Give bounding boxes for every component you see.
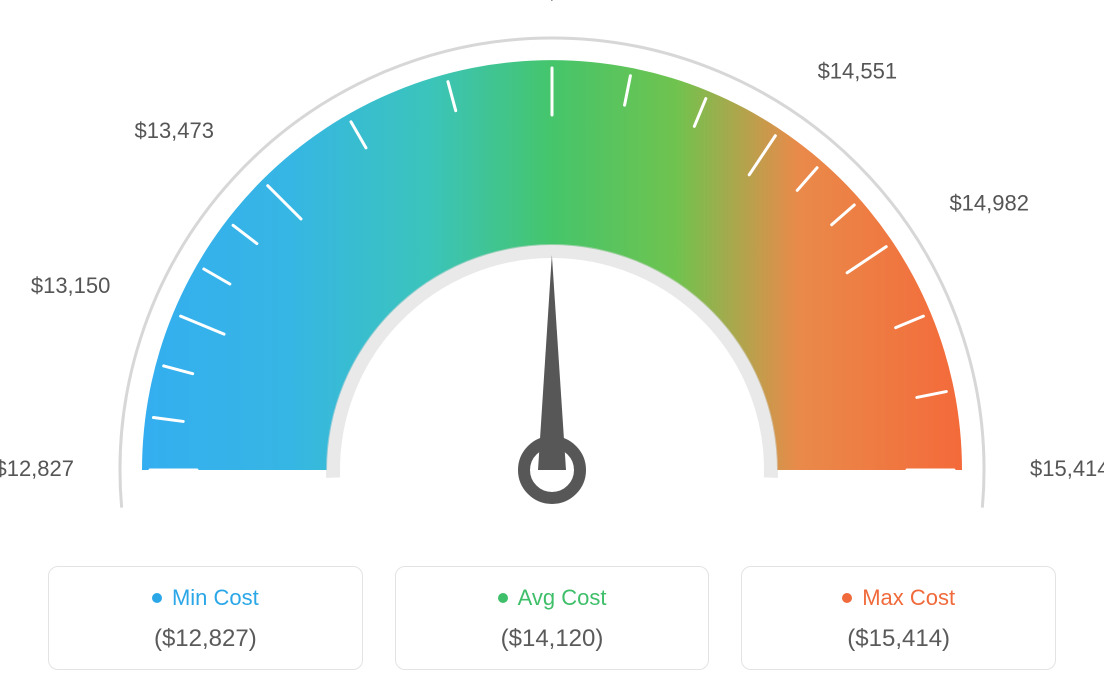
gauge-tick-label: $12,827	[0, 456, 74, 481]
min-cost-value: ($12,827)	[59, 625, 352, 653]
gauge-tick-label: $14,551	[818, 59, 898, 84]
chart-container: $12,827 $13,150 $13,473 $14,120 $14,551 $14,9…	[0, 0, 1104, 690]
avg-cost-label: Avg Cost	[518, 585, 607, 611]
min-cost-label: Min Cost	[172, 585, 259, 611]
min-cost-card: Min Cost ($12,827)	[48, 566, 363, 670]
gauge-tick-label: $13,473	[134, 118, 214, 143]
min-cost-dot-icon	[152, 593, 162, 603]
avg-cost-card: Avg Cost ($14,120)	[395, 566, 710, 670]
summary-cards: Min Cost ($12,827) Avg Cost ($14,120) Ma…	[0, 566, 1104, 670]
gauge-tick-label: $14,982	[949, 190, 1029, 215]
avg-cost-label-row: Avg Cost	[406, 585, 699, 611]
gauge-tick-label: $15,414	[1030, 456, 1104, 481]
gauge-chart: $12,827 $13,150 $13,473 $14,120 $14,551 $14,9…	[0, 0, 1104, 540]
gauge-tick-label: $13,150	[31, 273, 111, 298]
max-cost-dot-icon	[842, 593, 852, 603]
max-cost-card: Max Cost ($15,414)	[741, 566, 1056, 670]
max-cost-label-row: Max Cost	[752, 585, 1045, 611]
avg-cost-dot-icon	[498, 593, 508, 603]
min-cost-label-row: Min Cost	[59, 585, 352, 611]
gauge-svg: $12,827 $13,150 $13,473 $14,120 $14,551 $14,9…	[0, 0, 1104, 540]
gauge-tick-label: $14,120	[512, 0, 592, 3]
max-cost-value: ($15,414)	[752, 625, 1045, 653]
max-cost-label: Max Cost	[862, 585, 955, 611]
avg-cost-value: ($14,120)	[406, 625, 699, 653]
